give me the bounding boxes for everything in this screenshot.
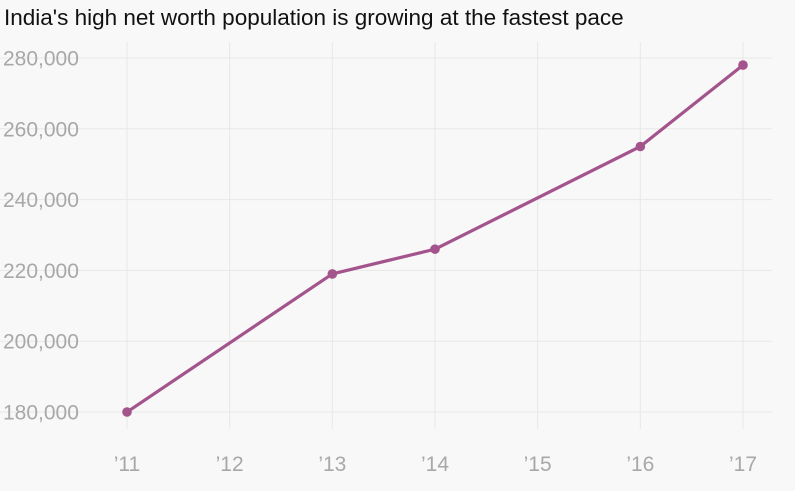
grid-lines bbox=[0, 42, 772, 429]
y-tick-label: 180,000 bbox=[3, 402, 79, 425]
data-point bbox=[327, 269, 338, 279]
data-point bbox=[738, 60, 748, 70]
x-axis-ticks: ’11 ’12 ’13 ’14 ’15 ’16 ’17 bbox=[114, 453, 757, 476]
data-point bbox=[635, 141, 646, 152]
y-tick-label: 220,000 bbox=[3, 260, 79, 283]
data-series bbox=[122, 60, 748, 417]
x-tick-label: ’11 bbox=[114, 453, 140, 476]
y-tick-label: 260,000 bbox=[3, 118, 79, 141]
y-tick-label: 200,000 bbox=[3, 331, 79, 354]
x-tick-label: ’13 bbox=[318, 453, 346, 476]
x-tick-label: ’12 bbox=[216, 453, 244, 476]
x-tick-label: ’16 bbox=[626, 453, 654, 476]
data-point bbox=[430, 244, 440, 254]
x-tick-label: ’17 bbox=[729, 453, 757, 476]
x-tick-label: ’15 bbox=[524, 453, 552, 476]
data-point bbox=[122, 407, 132, 417]
y-tick-label: 280,000 bbox=[3, 48, 79, 71]
chart-title: India's high net worth population is gro… bbox=[4, 5, 624, 30]
y-tick-label: 240,000 bbox=[3, 189, 79, 212]
x-tick-label: ’14 bbox=[421, 453, 449, 476]
y-axis-ticks: 180,000 200,000 220,000 240,000 260,000 280,0… bbox=[3, 48, 79, 425]
